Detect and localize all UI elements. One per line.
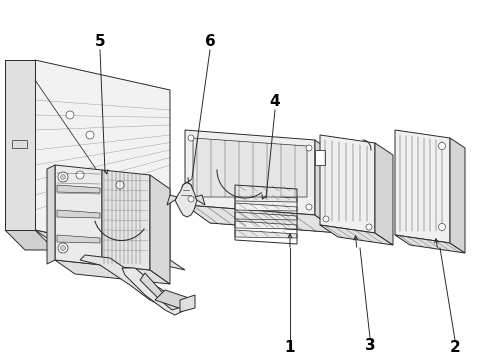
Bar (12, 140, 27, 148)
Polygon shape (35, 230, 185, 270)
Circle shape (323, 216, 329, 222)
Polygon shape (235, 194, 297, 202)
Polygon shape (57, 185, 100, 193)
Polygon shape (5, 230, 55, 250)
Polygon shape (315, 150, 325, 165)
Circle shape (439, 143, 445, 149)
Polygon shape (315, 140, 340, 233)
Polygon shape (57, 210, 100, 218)
Circle shape (306, 204, 312, 210)
Circle shape (66, 111, 74, 119)
Text: 1: 1 (285, 341, 295, 356)
Polygon shape (180, 295, 195, 312)
Polygon shape (5, 60, 35, 230)
Polygon shape (57, 235, 100, 243)
Polygon shape (185, 130, 315, 215)
Polygon shape (185, 205, 340, 233)
Circle shape (58, 172, 68, 182)
Circle shape (188, 135, 194, 141)
Polygon shape (395, 130, 450, 243)
Polygon shape (235, 212, 297, 220)
Polygon shape (395, 235, 465, 253)
Polygon shape (167, 195, 177, 205)
Polygon shape (193, 138, 307, 197)
Circle shape (306, 145, 312, 151)
Circle shape (188, 196, 194, 202)
Text: 3: 3 (365, 338, 375, 354)
Polygon shape (195, 195, 205, 205)
Polygon shape (235, 230, 297, 238)
Polygon shape (450, 138, 465, 253)
Text: 5: 5 (95, 35, 105, 49)
Polygon shape (80, 255, 165, 305)
Circle shape (366, 224, 372, 230)
Polygon shape (235, 221, 297, 229)
Text: 4: 4 (270, 94, 280, 109)
Polygon shape (55, 260, 170, 284)
Text: 6: 6 (205, 35, 216, 49)
Polygon shape (140, 273, 178, 310)
Polygon shape (155, 290, 195, 310)
Polygon shape (47, 165, 55, 264)
Polygon shape (320, 225, 393, 245)
Circle shape (439, 224, 445, 230)
Polygon shape (175, 182, 197, 217)
Polygon shape (235, 203, 297, 211)
Circle shape (116, 181, 124, 189)
Polygon shape (375, 143, 393, 245)
Polygon shape (5, 60, 35, 230)
Circle shape (60, 246, 66, 251)
Circle shape (76, 171, 84, 179)
Text: 2: 2 (450, 341, 461, 356)
Polygon shape (102, 170, 150, 270)
Polygon shape (122, 268, 185, 315)
Polygon shape (150, 175, 170, 284)
Circle shape (58, 243, 68, 253)
Polygon shape (235, 185, 297, 193)
Circle shape (86, 131, 94, 139)
Polygon shape (55, 165, 102, 265)
Polygon shape (210, 148, 340, 233)
Polygon shape (35, 60, 170, 260)
Polygon shape (320, 135, 375, 233)
Circle shape (60, 175, 66, 180)
